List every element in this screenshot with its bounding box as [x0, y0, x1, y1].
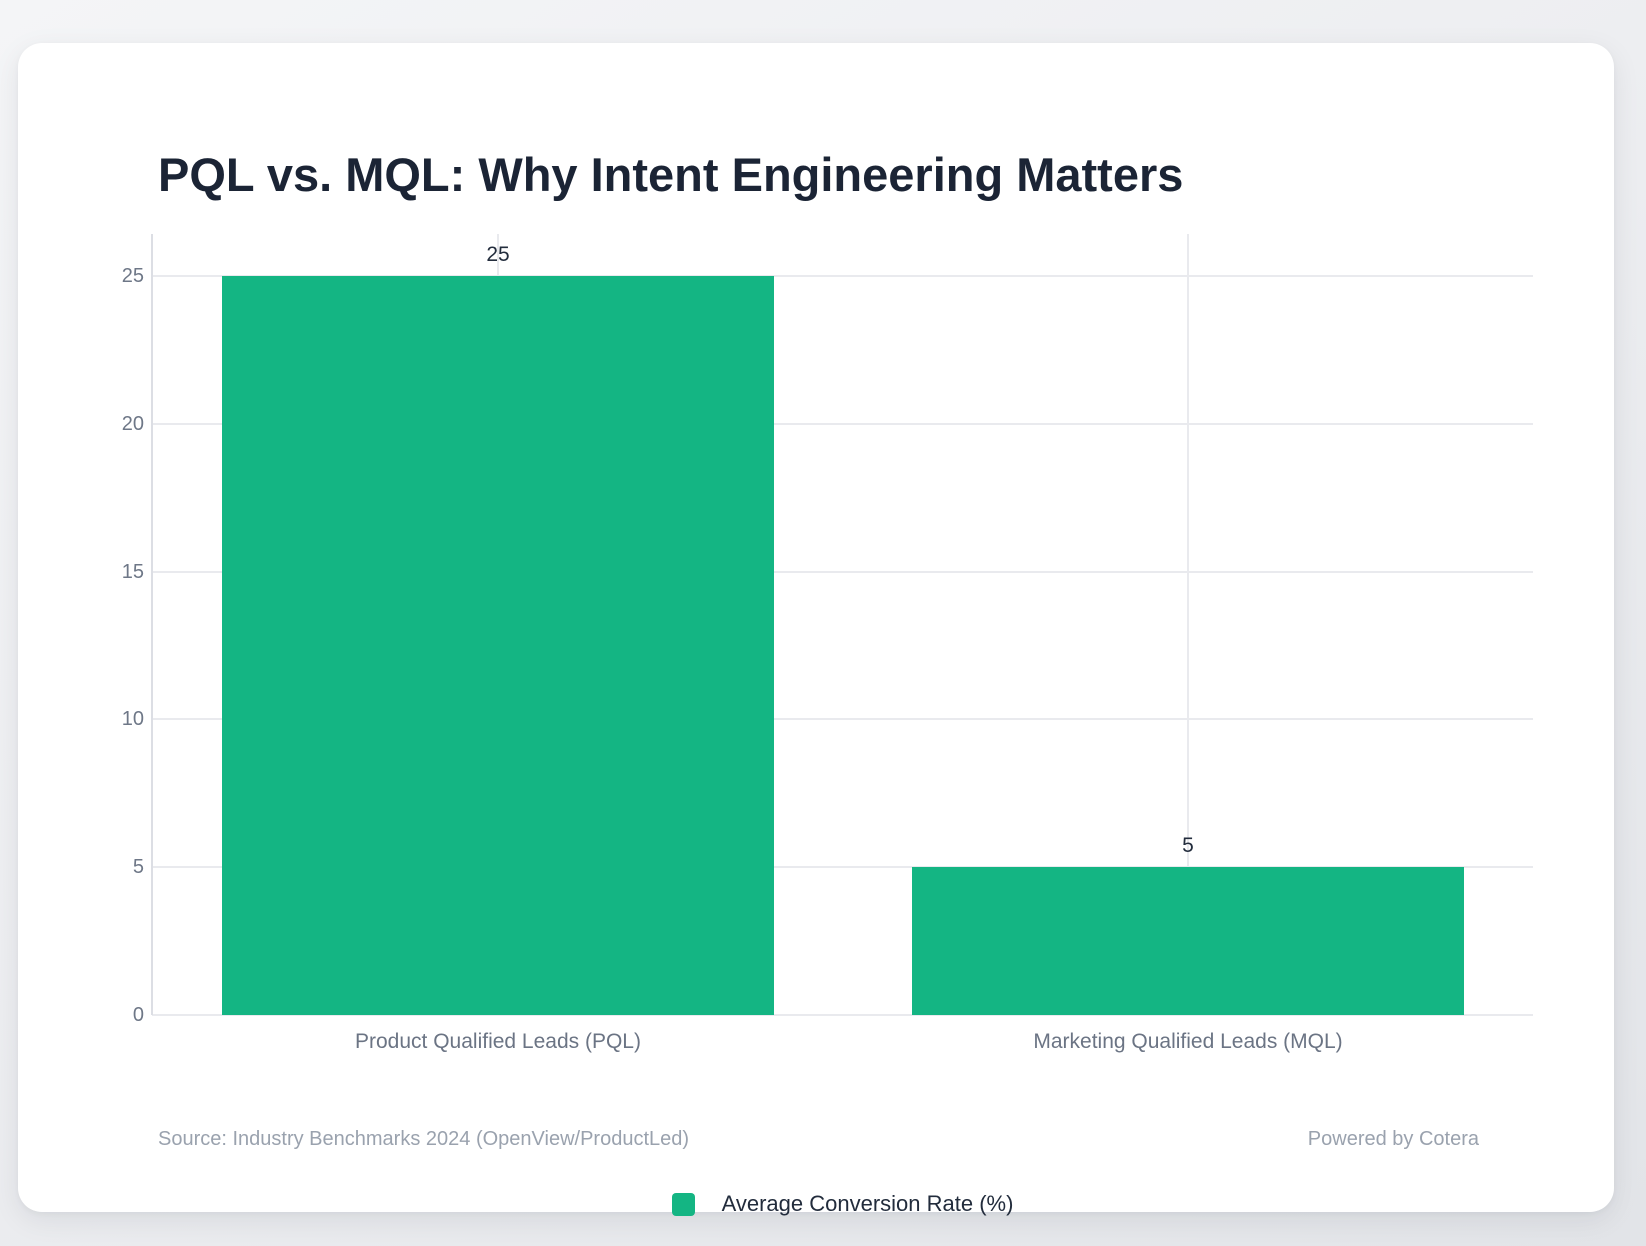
y-gridline — [152, 422, 1533, 425]
y-gridline — [152, 718, 1533, 721]
x-gridline — [1187, 234, 1189, 1015]
chart-card: PQL vs. MQL: Why Intent Engineering Matt… — [18, 43, 1614, 1216]
chart-title: PQL vs. MQL: Why Intent Engineering Matt… — [158, 148, 1184, 201]
powered-by-note: Powered by Cotera — [1307, 1128, 1479, 1150]
y-gridline — [152, 1014, 1533, 1016]
y-gridline — [152, 275, 1533, 277]
legend-swatch-icon — [671, 1192, 695, 1216]
y-tick-label: 5 — [132, 856, 144, 879]
bar-pql[interactable] — [222, 276, 774, 1015]
x-axis-label: Product Qualified Leads (PQL) — [355, 1030, 641, 1053]
bar-value-label: 25 — [486, 243, 510, 266]
legend-item[interactable]: Average Conversion Rate (%) — [671, 1191, 1014, 1217]
y-gridline — [152, 866, 1533, 869]
y-tick-label: 25 — [121, 265, 144, 287]
y-axis-line — [151, 234, 153, 1015]
legend-label: Average Conversion Rate (%) — [721, 1191, 1014, 1216]
y-tick-label: 10 — [121, 708, 144, 731]
y-tick-label: 0 — [132, 1004, 144, 1026]
x-axis-label: Marketing Qualified Leads (MQL) — [1033, 1030, 1343, 1053]
bar-mql[interactable] — [912, 867, 1464, 1015]
y-tick-label: 15 — [121, 560, 144, 583]
bar-value-label: 5 — [1182, 834, 1194, 858]
y-gridline — [152, 570, 1533, 573]
bar-chart: 0 5 10 15 20 25 25 Product Qualified Leads (PQL… — [18, 43, 1614, 1212]
source-note: Source: Industry Benchmarks 2024 (OpenVi… — [158, 1128, 690, 1150]
y-tick-label: 20 — [121, 412, 144, 435]
legend: Average Conversion Rate (%) — [152, 1191, 1533, 1217]
